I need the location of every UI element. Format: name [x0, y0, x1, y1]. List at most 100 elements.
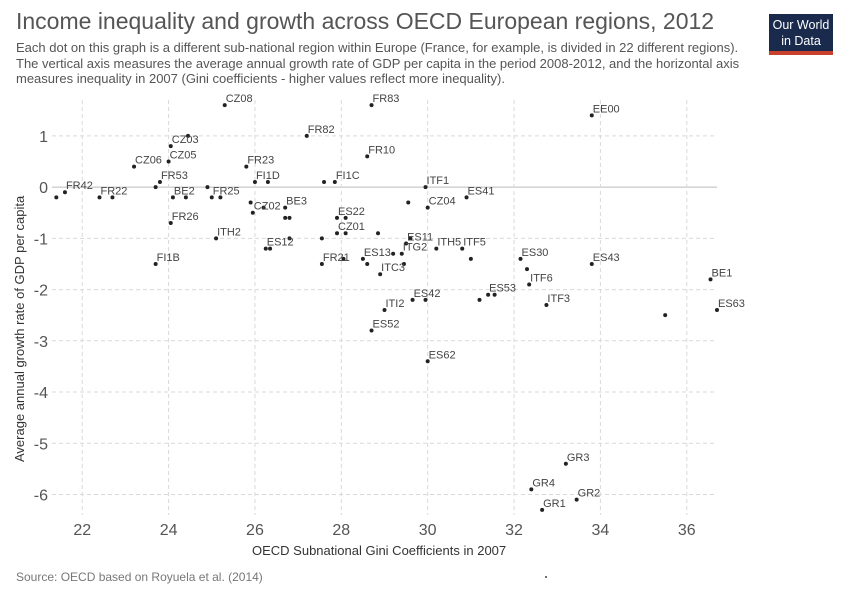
- data-point[interactable]: [406, 200, 411, 205]
- data-point[interactable]: [209, 195, 214, 200]
- data-point[interactable]: [376, 231, 381, 236]
- data-point[interactable]: [287, 236, 292, 241]
- data-point[interactable]: [715, 308, 719, 313]
- data-point[interactable]: [378, 272, 383, 277]
- data-point[interactable]: [425, 205, 430, 210]
- data-point[interactable]: [248, 200, 253, 205]
- data-point[interactable]: [319, 261, 324, 266]
- point-label: BE2: [174, 185, 195, 197]
- point-label: ITH2: [217, 226, 241, 238]
- data-point[interactable]: [369, 103, 374, 108]
- data-point[interactable]: [183, 195, 188, 200]
- data-point[interactable]: [343, 231, 348, 236]
- data-point[interactable]: [244, 164, 249, 169]
- data-point[interactable]: [708, 277, 713, 282]
- data-point[interactable]: [540, 507, 545, 512]
- data-point[interactable]: [529, 487, 534, 492]
- data-point[interactable]: [341, 256, 346, 261]
- data-points: [54, 103, 719, 512]
- point-label: FR10: [368, 144, 395, 156]
- data-point[interactable]: [365, 261, 370, 266]
- data-point[interactable]: [54, 195, 59, 200]
- point-label: GR2: [578, 488, 601, 500]
- data-point[interactable]: [401, 261, 406, 266]
- data-point[interactable]: [222, 103, 227, 108]
- point-label: ITF6: [530, 272, 553, 284]
- data-point[interactable]: [434, 246, 439, 251]
- data-point[interactable]: [365, 154, 370, 159]
- point-label: FI1D: [256, 170, 280, 182]
- data-point[interactable]: [283, 215, 288, 220]
- data-point[interactable]: [360, 256, 365, 261]
- data-point[interactable]: [563, 461, 568, 466]
- data-point[interactable]: [205, 185, 210, 190]
- data-point[interactable]: [527, 282, 532, 287]
- data-point[interactable]: [518, 256, 523, 261]
- data-point[interactable]: [468, 256, 473, 261]
- data-point[interactable]: [486, 292, 491, 297]
- y-tick-label: -4: [34, 385, 48, 402]
- data-point[interactable]: [492, 292, 497, 297]
- data-point[interactable]: [304, 133, 309, 138]
- data-point[interactable]: [168, 144, 173, 149]
- data-point[interactable]: [589, 261, 594, 266]
- data-point[interactable]: [464, 195, 469, 200]
- y-tick-label: -2: [34, 283, 48, 300]
- data-point[interactable]: [170, 195, 175, 200]
- data-point[interactable]: [319, 236, 324, 241]
- data-point[interactable]: [525, 267, 529, 272]
- data-point[interactable]: [423, 297, 428, 302]
- data-point[interactable]: [335, 215, 339, 220]
- data-point[interactable]: [166, 159, 171, 164]
- chart-subtitle: Each dot on this graph is a different su…: [16, 40, 740, 86]
- data-point[interactable]: [574, 497, 579, 502]
- data-point[interactable]: [410, 297, 415, 302]
- data-point[interactable]: [663, 313, 668, 318]
- data-point[interactable]: [460, 246, 465, 251]
- data-point[interactable]: [252, 179, 257, 184]
- x-tick-label: 30: [419, 522, 437, 539]
- data-point[interactable]: [332, 179, 337, 184]
- data-point[interactable]: [110, 195, 115, 200]
- data-point[interactable]: [408, 236, 413, 241]
- data-point[interactable]: [369, 328, 374, 333]
- data-point[interactable]: [265, 179, 270, 184]
- our-world-in-data-logo[interactable]: Our World in Data: [769, 14, 833, 55]
- data-point[interactable]: [97, 195, 102, 200]
- data-point[interactable]: [391, 251, 396, 256]
- data-point[interactable]: [283, 205, 288, 210]
- data-point[interactable]: [157, 179, 162, 184]
- data-point[interactable]: [62, 190, 67, 195]
- data-point[interactable]: [423, 185, 428, 190]
- data-point[interactable]: [153, 185, 158, 190]
- data-point[interactable]: [399, 251, 404, 256]
- data-point[interactable]: [382, 308, 387, 313]
- data-point[interactable]: [477, 297, 482, 302]
- data-point[interactable]: [186, 133, 191, 138]
- data-point[interactable]: [218, 195, 223, 200]
- data-point[interactable]: [153, 261, 158, 266]
- point-label: FI1C: [336, 170, 360, 182]
- point-labels: FR42 FR22 CZ06 FR53 BE2 CZ03 CZ05 FR26 FI1B FR25 C…: [66, 93, 745, 510]
- point-label: CZ08: [226, 93, 253, 105]
- data-point[interactable]: [544, 302, 549, 307]
- data-point[interactable]: [404, 241, 409, 246]
- data-point[interactable]: [322, 179, 327, 184]
- point-label: CZ01: [338, 221, 365, 233]
- data-point[interactable]: [287, 215, 292, 220]
- data-point[interactable]: [168, 220, 173, 225]
- data-point[interactable]: [263, 246, 268, 251]
- data-point[interactable]: [214, 236, 219, 241]
- data-point[interactable]: [261, 205, 266, 210]
- data-point[interactable]: [343, 215, 348, 220]
- point-label: ES30: [522, 247, 549, 259]
- data-point[interactable]: [589, 113, 594, 118]
- data-point[interactable]: [425, 359, 430, 364]
- data-point[interactable]: [335, 231, 339, 236]
- data-point[interactable]: [132, 164, 137, 169]
- data-point[interactable]: [250, 210, 255, 215]
- data-point[interactable]: [268, 246, 273, 251]
- point-label: FR21: [323, 252, 350, 264]
- x-tick-labels: 22 24 26 28 30 32 34 36: [73, 522, 695, 539]
- point-label: ES53: [489, 283, 516, 295]
